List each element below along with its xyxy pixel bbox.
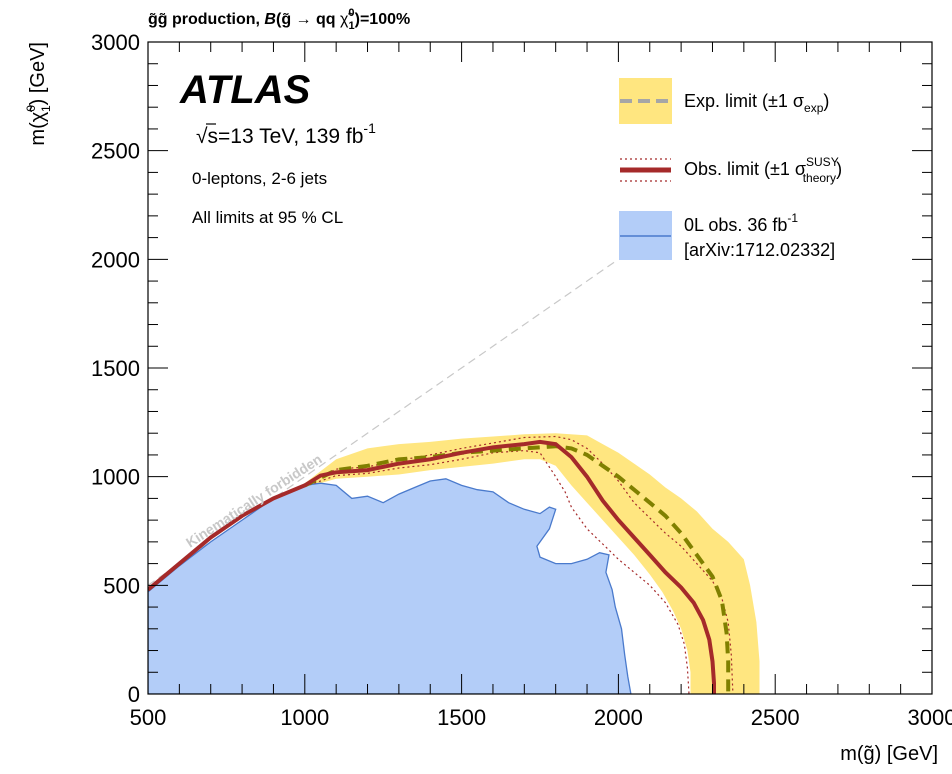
legend-entry-expected: Exp. limit (±1 σexp)	[619, 78, 829, 124]
cl-label: All limits at 95 % CL	[192, 208, 343, 227]
x-tick-label: 2000	[594, 705, 643, 730]
title-production: production,	[168, 11, 265, 28]
title-chi-sup: 0	[348, 7, 354, 19]
title-pair: g̃g̃	[148, 11, 168, 28]
expected-limit-line	[303, 444, 731, 694]
x-tick-label: 1000	[280, 705, 329, 730]
legend-observed-sub: theory	[803, 171, 836, 185]
energy-label: √s=13 TeV, 139 fb-1	[196, 120, 376, 148]
y-tick-label: 500	[103, 573, 140, 598]
ylabel-pre: m(	[27, 122, 49, 146]
chart-title: g̃g̃ production, B(g̃ → qq χ̃0 1)=100%	[148, 7, 410, 32]
legend-entry-observed: Obs. limit (±1 σSUSY theory)	[620, 155, 842, 185]
legend-expected-sub: exp	[804, 101, 824, 115]
observed-limit-line	[148, 439, 716, 694]
y-axis-title: m(χ̃01) [GeV]	[24, 42, 53, 146]
legend-expected-main: Exp. limit (±1 σ	[684, 91, 804, 111]
y-tick-label: 3000	[91, 30, 140, 55]
x-tick-label: 2500	[751, 705, 800, 730]
y-tick-label: 1500	[91, 356, 140, 381]
legend: Exp. limit (±1 σexp) Obs. limit (±1 σSUS…	[619, 78, 842, 260]
energy-text: √s=13 TeV, 139 fb	[196, 125, 363, 148]
y-tick-label: 2000	[91, 247, 140, 272]
y-tick-label: 0	[128, 682, 140, 707]
legend-previous-main: 0L obs. 36 fb	[684, 215, 787, 235]
previous-result-area	[148, 478, 632, 694]
title-close: )=100%	[355, 11, 411, 28]
legend-previous-line1: 0L obs. 36 fb-1	[684, 211, 798, 235]
ylabel-post: ) [GeV]	[27, 42, 49, 105]
legend-entry-previous: 0L obs. 36 fb-1 [arXiv:1712.02332]	[619, 211, 835, 260]
y-tick-label: 1000	[91, 465, 140, 490]
atlas-label: ATLAS	[179, 68, 311, 112]
selection-label: 0-leptons, 2-6 jets	[192, 169, 327, 188]
title-arrow: →	[296, 11, 312, 28]
legend-observed-text: Obs. limit (±1 σSUSY theory)	[684, 155, 842, 185]
ylabel-sub: 1	[39, 105, 53, 112]
energy-sup: -1	[363, 120, 376, 136]
x-axis-title: m(g̃) [GeV]	[840, 743, 938, 765]
x-tick-label: 1500	[437, 705, 486, 730]
ylabel-sup: 0	[24, 105, 38, 112]
title-qq: qq	[312, 11, 340, 28]
legend-observed-close: )	[836, 159, 842, 179]
legend-previous-line2: [arXiv:1712.02332]	[684, 240, 835, 260]
x-tick-label: 500	[130, 705, 167, 730]
legend-previous-sup: -1	[787, 211, 798, 225]
legend-observed-main: Obs. limit (±1 σ	[684, 159, 806, 179]
title-chi-sub: 1	[349, 20, 355, 32]
legend-expected-close: )	[823, 91, 829, 111]
y-tick-label: 2500	[91, 139, 140, 164]
x-tick-label: 3000	[908, 705, 952, 730]
legend-observed-sup: SUSY	[806, 155, 839, 169]
legend-expected-text: Exp. limit (±1 σexp)	[684, 91, 829, 115]
title-open: (g̃	[276, 11, 296, 28]
title-b: B	[264, 11, 276, 28]
